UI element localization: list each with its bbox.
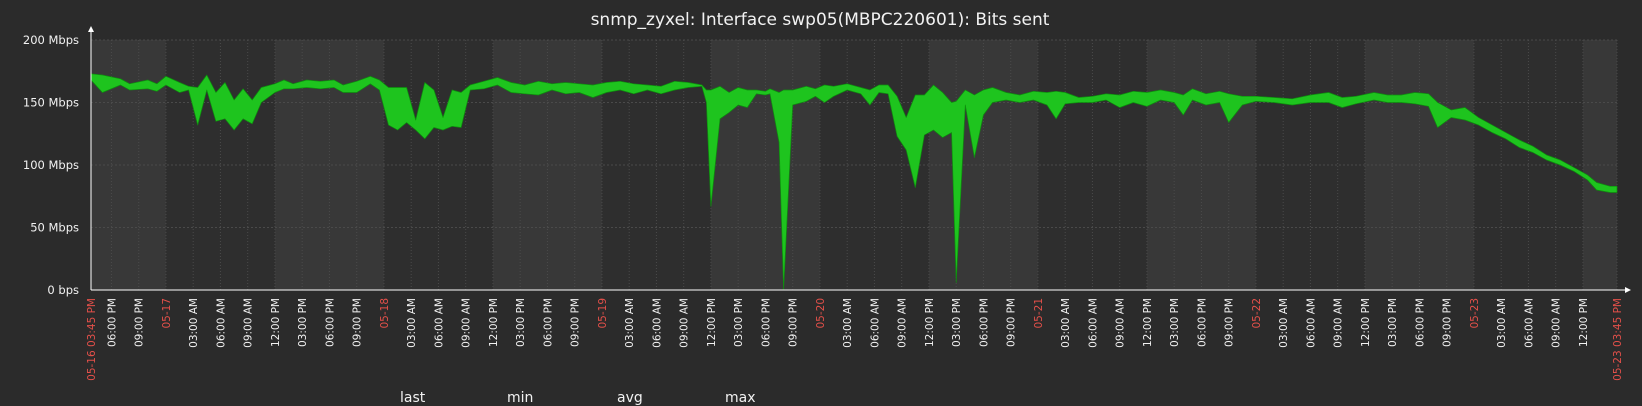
x-tick-label: 05-20 [815, 298, 827, 329]
y-axis-ticks: 0 bps 50 Mbps 100 Mbps 150 Mbps 200 Mbps [23, 33, 79, 297]
x-tick-label: 05-23 [1469, 298, 1481, 329]
legend: last min avg max [400, 390, 756, 406]
time-band [710, 40, 820, 290]
x-tick-label: 03:00 PM [515, 298, 527, 347]
x-tick-label: 06:00 AM [869, 298, 881, 348]
x-tick-label: 09:00 PM [352, 298, 364, 347]
x-axis-ticks: 05-16 03:45 PM 06:00 PM 09:00 PM 05-17 03:00… [86, 298, 1624, 381]
x-tick-label: 03:00 AM [1496, 298, 1508, 348]
x-tick-label: 05-18 [379, 298, 391, 329]
x-tick-label: 09:00 AM [461, 298, 473, 348]
y-tick-label: 200 Mbps [23, 33, 79, 47]
time-band [383, 40, 493, 290]
x-tick-label: 06:00 AM [1305, 298, 1317, 348]
x-tick-label: 06:00 AM [651, 298, 663, 348]
x-tick-label: 09:00 PM [134, 298, 146, 347]
x-tick-label: 06:00 PM [1196, 298, 1208, 347]
x-tick-label: 12:00 PM [1142, 298, 1154, 347]
legend-header-max: max [725, 390, 756, 406]
x-tick-label: 09:00 PM [788, 298, 800, 347]
x-tick-label: 06:00 PM [978, 298, 990, 347]
x-tick-label: 06:00 AM [1087, 298, 1099, 348]
x-tick-label: 12:00 PM [488, 298, 500, 347]
x-tick-label: 03:00 PM [1387, 298, 1399, 347]
x-tick-label: 09:00 AM [243, 298, 255, 348]
chart-title: snmp_zyxel: Interface swp05(MBPC220601):… [591, 10, 1050, 30]
x-tick-label: 05-21 [1033, 298, 1045, 329]
x-tick-label: 06:00 PM [324, 298, 336, 347]
x-tick-label: 06:00 PM [106, 298, 118, 347]
x-tick-label: 06:00 AM [433, 298, 445, 348]
series-area-0 [90, 73, 1618, 291]
x-tick-label: 03:00 PM [1169, 298, 1181, 347]
x-tick-label: 06:00 PM [1414, 298, 1426, 347]
y-tick-label: 50 Mbps [30, 221, 79, 235]
x-tick-label: 03:00 PM [951, 298, 963, 347]
time-band [1255, 40, 1365, 290]
x-tick-label: 06:00 AM [215, 298, 227, 348]
axes [88, 26, 1631, 293]
x-tick-label: 03:00 AM [1060, 298, 1072, 348]
x-tick-label: 05-22 [1251, 298, 1263, 329]
x-tick-label: 12:00 PM [706, 298, 718, 347]
y-tick-label: 0 bps [47, 283, 79, 297]
x-tick-label: 03:00 AM [406, 298, 418, 348]
x-tick-label: 05-23 03:45 PM [1612, 298, 1624, 381]
x-tick-label: 06:00 PM [542, 298, 554, 347]
x-tick-label: 09:00 PM [570, 298, 582, 347]
x-tick-label: 09:00 AM [1551, 298, 1563, 348]
x-tick-label: 05-16 03:45 PM [86, 298, 98, 381]
y-tick-label: 100 Mbps [23, 158, 79, 172]
x-tick-label: 12:00 PM [1360, 298, 1372, 347]
x-tick-label: 03:00 AM [188, 298, 200, 348]
x-tick-label: 09:00 PM [1006, 298, 1018, 347]
x-tick-label: 12:00 PM [1578, 298, 1590, 347]
time-band [1146, 40, 1256, 290]
x-tick-label: 03:00 AM [624, 298, 636, 348]
x-tick-label: 12:00 PM [924, 298, 936, 347]
x-tick-label: 03:00 AM [842, 298, 854, 348]
x-tick-label: 03:00 PM [733, 298, 745, 347]
x-axis-arrow [1625, 287, 1631, 293]
x-tick-label: 05-17 [161, 298, 173, 329]
y-tick-label: 150 Mbps [23, 96, 79, 110]
x-tick-label: 09:00 PM [1224, 298, 1236, 347]
x-tick-label: 09:00 AM [897, 298, 909, 348]
legend-header-min: min [507, 390, 533, 406]
x-tick-label: 06:00 AM [1523, 298, 1535, 348]
x-tick-label: 06:00 PM [760, 298, 772, 347]
x-tick-label: 05-19 [597, 298, 609, 329]
x-tick-label: 09:00 AM [1115, 298, 1127, 348]
y-axis-arrow [88, 26, 94, 32]
x-tick-label: 09:00 AM [679, 298, 691, 348]
legend-header-last: last [400, 390, 426, 406]
x-tick-label: 09:00 AM [1333, 298, 1345, 348]
x-tick-label: 03:00 AM [1278, 298, 1290, 348]
x-tick-label: 03:00 PM [297, 298, 309, 347]
series-layer [90, 73, 1618, 291]
x-tick-label: 12:00 PM [270, 298, 282, 347]
x-tick-label: 09:00 PM [1442, 298, 1454, 347]
legend-header-avg: avg [617, 390, 643, 406]
